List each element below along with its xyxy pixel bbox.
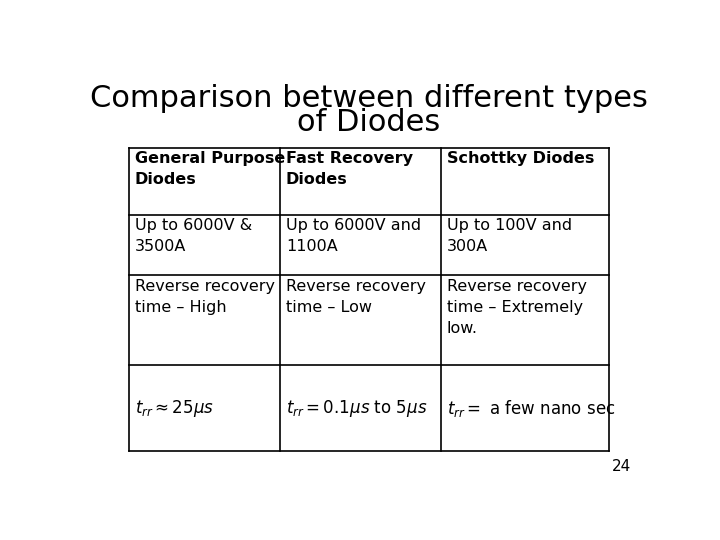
Text: $t_{rr} \approx 25\mu s$: $t_{rr} \approx 25\mu s$: [135, 398, 214, 419]
Text: Up to 100V and
300A: Up to 100V and 300A: [446, 218, 572, 254]
Text: of Diodes: of Diodes: [297, 109, 441, 138]
Text: Reverse recovery
time – High: Reverse recovery time – High: [135, 279, 274, 315]
Text: Up to 6000V and
1100A: Up to 6000V and 1100A: [286, 218, 421, 254]
Text: Schottky Diodes: Schottky Diodes: [446, 151, 594, 166]
Text: $t_{rr} = 0.1\mu s$ to $5\mu s$: $t_{rr} = 0.1\mu s$ to $5\mu s$: [286, 398, 427, 419]
Text: Fast Recovery
Diodes: Fast Recovery Diodes: [286, 151, 413, 187]
Text: Comparison between different types: Comparison between different types: [90, 84, 648, 112]
Text: $t_{rr} =$ a few nano sec: $t_{rr} =$ a few nano sec: [446, 398, 615, 419]
Text: Reverse recovery
time – Extremely
low.: Reverse recovery time – Extremely low.: [446, 279, 587, 336]
Text: 24: 24: [612, 460, 631, 474]
Text: General Purpose
Diodes: General Purpose Diodes: [135, 151, 285, 187]
Text: Reverse recovery
time – Low: Reverse recovery time – Low: [286, 279, 426, 315]
Text: Up to 6000V &
3500A: Up to 6000V & 3500A: [135, 218, 252, 254]
